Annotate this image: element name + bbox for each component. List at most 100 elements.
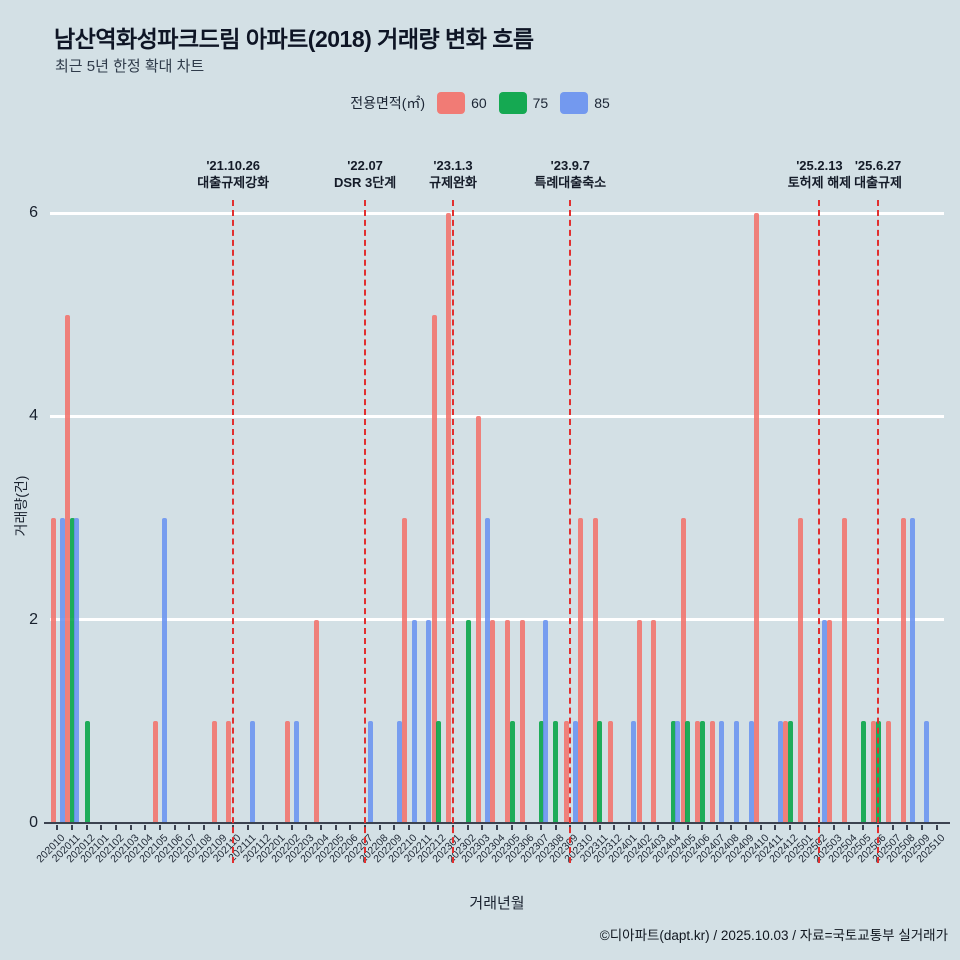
- legend-item-85: 85: [560, 92, 610, 114]
- bar-60-202109: [211, 721, 217, 823]
- legend-swatch-60: [437, 92, 466, 114]
- x-tick: [466, 825, 469, 830]
- bar-85-202207: [367, 721, 373, 823]
- policy-annotation-date: '25.6.27: [854, 158, 902, 173]
- x-tick: [452, 825, 455, 830]
- bar-85-202209: [396, 721, 402, 823]
- x-tick: [85, 825, 88, 830]
- bar-75-202302: [465, 619, 471, 823]
- gridline-y6: [50, 211, 944, 215]
- x-tick: [833, 825, 836, 830]
- x-tick: [671, 825, 674, 830]
- bar-85-202411: [777, 721, 783, 823]
- bar-75-202406: [700, 721, 706, 823]
- bar-75-202506: [875, 721, 881, 823]
- policy-annotation-202301: '23.1.3 규제완화: [378, 157, 528, 191]
- x-tick: [158, 825, 161, 830]
- bar-60-202410: [754, 213, 760, 823]
- bar-60-202507: [885, 721, 891, 823]
- x-tick: [56, 825, 59, 830]
- page-subtitle: 최근 5년 한정 확대 차트: [55, 58, 205, 75]
- bar-60-202304: [490, 619, 496, 823]
- policy-annotation-label: DSR 3단계: [333, 175, 397, 190]
- bar-60-202402: [636, 619, 642, 823]
- policy-annotation-202506: '25.6.27 대출규제: [803, 157, 953, 191]
- x-tick: [818, 825, 821, 830]
- plot-area: [50, 211, 944, 823]
- y-tick-label-2: 2: [29, 610, 38, 628]
- bar-60-202011: [65, 314, 71, 823]
- x-tick: [803, 825, 806, 830]
- x-tick: [657, 825, 660, 830]
- bar-85-202309: [572, 721, 578, 823]
- legend-item-label: 75: [532, 95, 549, 111]
- legend-swatch-75: [498, 92, 527, 114]
- policy-annotation-label: 대출규제강화: [197, 175, 270, 190]
- bar-60-202204: [314, 619, 320, 823]
- x-tick: [686, 825, 689, 830]
- bar-85-202303: [484, 518, 490, 823]
- x-tick: [701, 825, 704, 830]
- x-tick: [510, 825, 513, 830]
- x-tick: [129, 825, 132, 830]
- x-tick: [408, 825, 411, 830]
- x-tick: [305, 825, 308, 830]
- x-tick: [774, 825, 777, 830]
- bar-75-202404: [670, 721, 676, 823]
- bar-75-202212: [436, 721, 442, 823]
- x-tick: [935, 825, 938, 830]
- bar-60-202508: [900, 518, 906, 823]
- bar-75-202305: [509, 721, 515, 823]
- x-tick: [642, 825, 645, 830]
- x-tick: [583, 825, 586, 830]
- x-tick: [202, 825, 205, 830]
- bar-60-202506: [871, 721, 877, 823]
- bar-75-202405: [685, 721, 691, 823]
- bar-60-202501: [798, 518, 804, 823]
- bar-60-202503: [827, 619, 833, 823]
- gridline-y4: [50, 414, 944, 418]
- x-tick: [422, 825, 425, 830]
- bar-60-202312: [607, 721, 613, 823]
- bar-85-202211: [426, 619, 432, 823]
- x-tick: [144, 825, 147, 830]
- policy-annotation-label: 대출규제: [854, 175, 902, 190]
- bar-85-202401: [631, 721, 637, 823]
- policy-annotation-date: '23.1.3: [433, 158, 473, 173]
- x-tick: [715, 825, 718, 830]
- x-tick: [745, 825, 748, 830]
- bar-60-202305: [504, 619, 510, 823]
- policy-annotation-label: 규제완화: [429, 175, 477, 190]
- bar-85-202508: [909, 518, 915, 823]
- bar-60-202303: [475, 416, 481, 823]
- x-tick: [437, 825, 440, 830]
- bar-85-202407: [719, 721, 725, 823]
- bar-85-202509: [924, 721, 930, 823]
- x-tick: [730, 825, 733, 830]
- bar-60-202306: [519, 619, 525, 823]
- x-tick: [334, 825, 337, 830]
- footer-credit: ©디아파트(dapt.kr) / 2025.10.03 / 자료=국토교통부 실…: [599, 928, 948, 943]
- bar-60-202412: [783, 721, 789, 823]
- x-tick: [246, 825, 249, 830]
- bar-85-202010: [59, 518, 65, 823]
- bar-75-202308: [553, 721, 559, 823]
- policy-annotation-date: '23.9.7: [550, 158, 590, 173]
- bar-60-202403: [651, 619, 657, 823]
- bar-85-202202: [294, 721, 300, 823]
- bar-60-202504: [842, 518, 847, 823]
- bar-85-202409: [748, 721, 754, 823]
- legend-item-label: 60: [471, 95, 487, 111]
- x-tick: [173, 825, 176, 830]
- x-tick: [554, 825, 557, 830]
- bar-60-202110: [226, 721, 232, 823]
- legend-item-75: 75: [498, 92, 549, 114]
- bar-85-202111: [250, 721, 256, 823]
- policy-annotation-date: '21.10.26: [206, 158, 261, 173]
- x-tick: [393, 825, 396, 830]
- x-tick: [320, 825, 323, 830]
- bar-75-202012: [84, 721, 90, 823]
- y-tick-label-0: 0: [29, 814, 38, 831]
- bar-60-202202: [285, 721, 291, 823]
- policy-annotation-202207: '22.07 DSR 3단계: [290, 157, 440, 191]
